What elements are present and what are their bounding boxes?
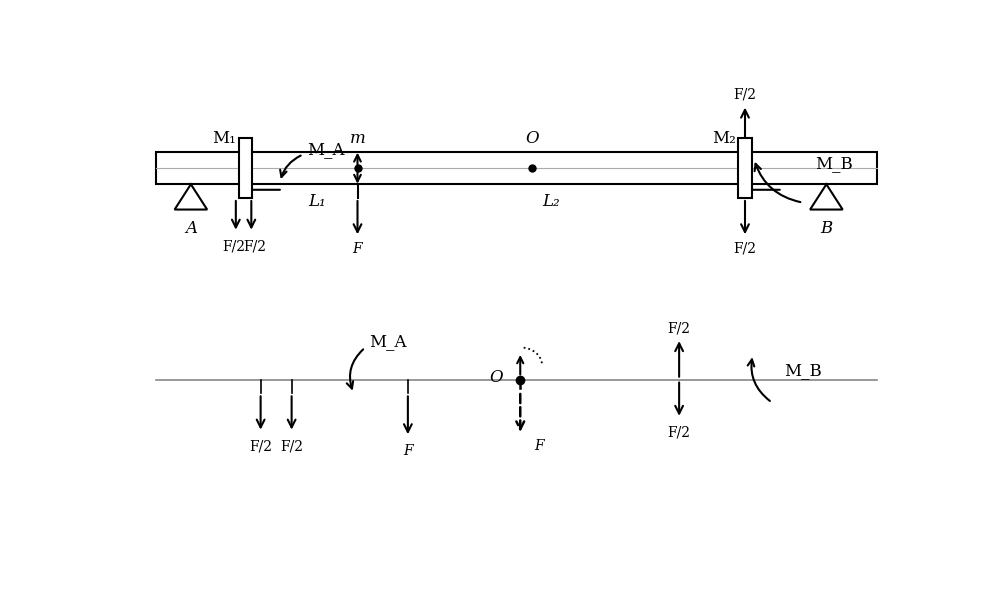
Text: F/2: F/2 (243, 239, 266, 254)
Bar (738, 139, 752, 198)
Text: A: A (185, 220, 197, 236)
Text: O: O (490, 369, 503, 386)
Bar (239, 139, 252, 198)
Text: F/2: F/2 (222, 239, 245, 254)
Text: F/2: F/2 (668, 321, 691, 335)
Text: F/2: F/2 (734, 88, 757, 101)
Text: M_B: M_B (784, 362, 822, 379)
Text: F: F (353, 242, 362, 256)
Text: F: F (403, 444, 413, 458)
Text: F: F (534, 439, 544, 453)
Text: B: B (820, 220, 832, 236)
Text: F/2: F/2 (249, 439, 272, 453)
Bar (156, 152, 877, 184)
Text: L₁: L₁ (308, 193, 326, 211)
Text: F/2: F/2 (668, 426, 691, 439)
Text: O: O (525, 130, 539, 147)
Text: M₂: M₂ (712, 130, 736, 147)
Text: F/2: F/2 (734, 242, 757, 256)
Text: m: m (350, 130, 365, 147)
Text: L₂: L₂ (542, 193, 560, 211)
Text: M_A: M_A (369, 334, 407, 350)
Text: M_B: M_B (815, 155, 852, 172)
Text: M_A: M_A (307, 141, 345, 158)
Text: M₁: M₁ (212, 130, 236, 147)
Text: F/2: F/2 (280, 439, 303, 453)
